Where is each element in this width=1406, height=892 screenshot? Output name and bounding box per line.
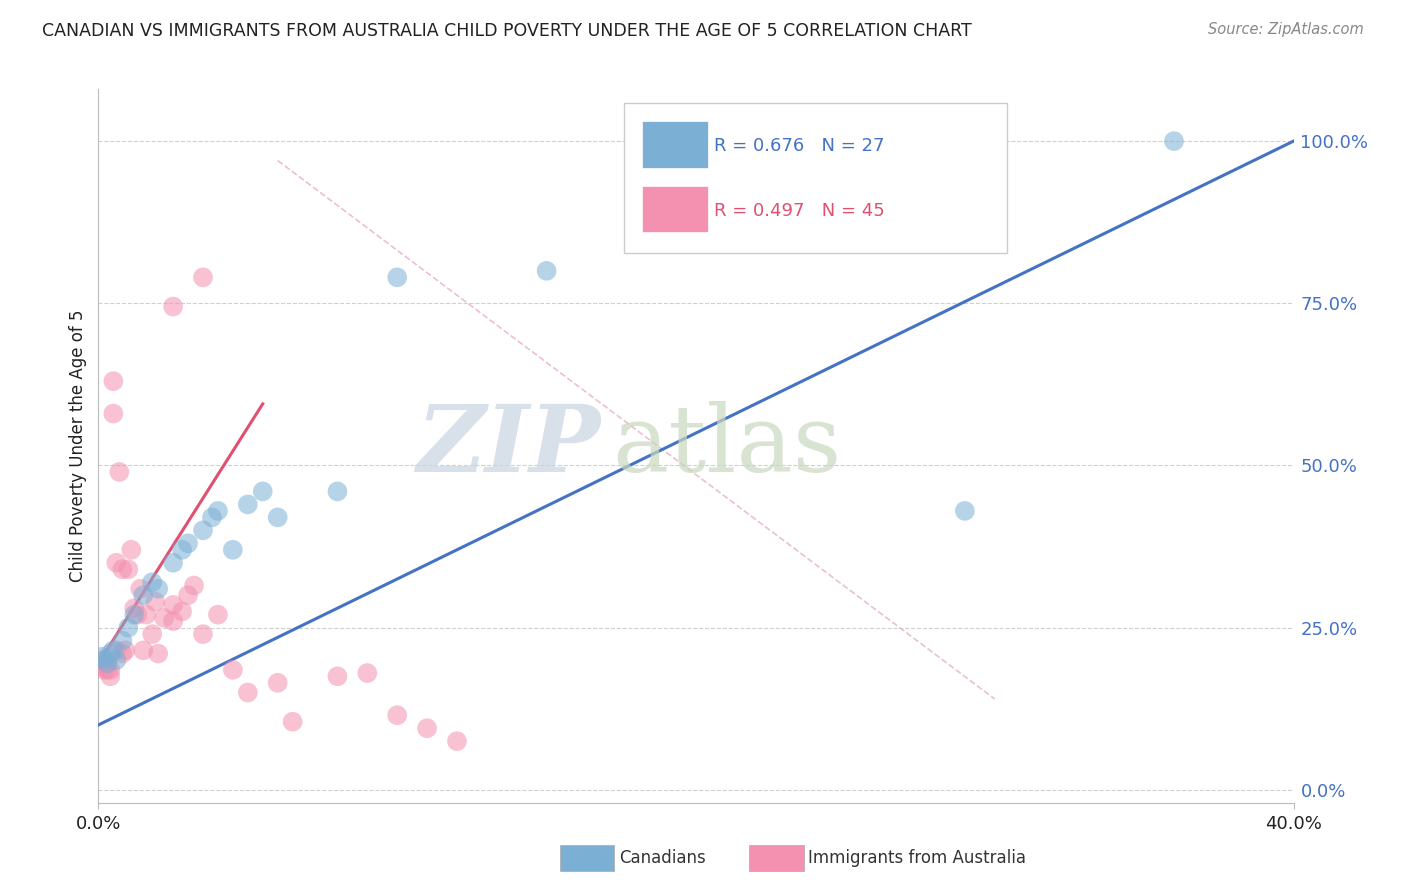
Point [105,643,128,657]
FancyBboxPatch shape [643,186,709,232]
Point [252,484,274,499]
Point [100,663,122,677]
Point [132,643,155,657]
Point [162,300,184,314]
Point [93,653,115,667]
Y-axis label: Child Poverty Under the Age of 5: Child Poverty Under the Age of 5 [69,310,87,582]
Point [191,270,214,285]
Text: atlas: atlas [613,401,842,491]
Point [326,669,349,683]
Point [201,510,224,524]
Point [446,734,468,748]
Point [267,510,290,524]
Point [148,647,170,661]
Point [536,264,558,278]
Text: CANADIAN VS IMMIGRANTS FROM AUSTRALIA CHILD POVERTY UNDER THE AGE OF 5 CORRELATI: CANADIAN VS IMMIGRANTS FROM AUSTRALIA CH… [42,22,972,40]
Point [90,659,112,673]
Point [96,663,118,677]
FancyBboxPatch shape [624,103,1007,253]
Point [172,604,194,618]
Text: Source: ZipAtlas.com: Source: ZipAtlas.com [1208,22,1364,37]
Point [111,647,134,661]
Point [191,524,214,538]
Point [416,721,439,735]
Point [356,666,378,681]
Point [162,614,184,628]
Point [129,582,152,596]
Point [207,607,229,622]
Point [96,657,118,671]
Point [222,542,245,557]
Point [222,663,245,677]
Point [117,562,139,576]
Point [132,588,155,602]
Point [100,669,122,683]
Point [127,607,149,622]
Point [267,675,290,690]
Point [326,484,349,499]
Point [124,607,146,622]
Point [103,407,125,421]
Point [207,504,229,518]
Point [103,374,125,388]
Point [162,598,184,612]
Point [953,504,976,518]
Text: R = 0.497   N = 45: R = 0.497 N = 45 [714,202,884,219]
Point [385,270,409,285]
Point [108,465,131,479]
FancyBboxPatch shape [643,121,709,168]
Point [191,627,214,641]
Point [135,607,157,622]
Point [114,643,136,657]
Point [148,582,170,596]
Point [93,663,115,677]
Point [111,562,134,576]
Point [100,647,122,661]
Point [153,611,176,625]
Point [162,556,184,570]
Point [141,575,163,590]
Point [236,497,259,511]
Point [281,714,304,729]
Point [177,588,200,602]
Point [1163,134,1185,148]
Point [385,708,409,723]
Point [93,653,115,667]
Text: R = 0.676   N = 27: R = 0.676 N = 27 [714,137,884,155]
Point [120,542,142,557]
Point [236,685,259,699]
Point [124,601,146,615]
Point [141,627,163,641]
Text: ZIP: ZIP [416,401,600,491]
Point [143,595,166,609]
Point [172,542,194,557]
Point [96,657,118,671]
Text: Canadians: Canadians [619,849,706,867]
Point [105,556,128,570]
Point [105,653,128,667]
Point [117,621,139,635]
Point [111,633,134,648]
Text: Immigrants from Australia: Immigrants from Australia [808,849,1026,867]
Point [90,649,112,664]
Point [103,643,125,657]
Point [183,578,205,592]
Point [90,657,112,671]
Point [177,536,200,550]
